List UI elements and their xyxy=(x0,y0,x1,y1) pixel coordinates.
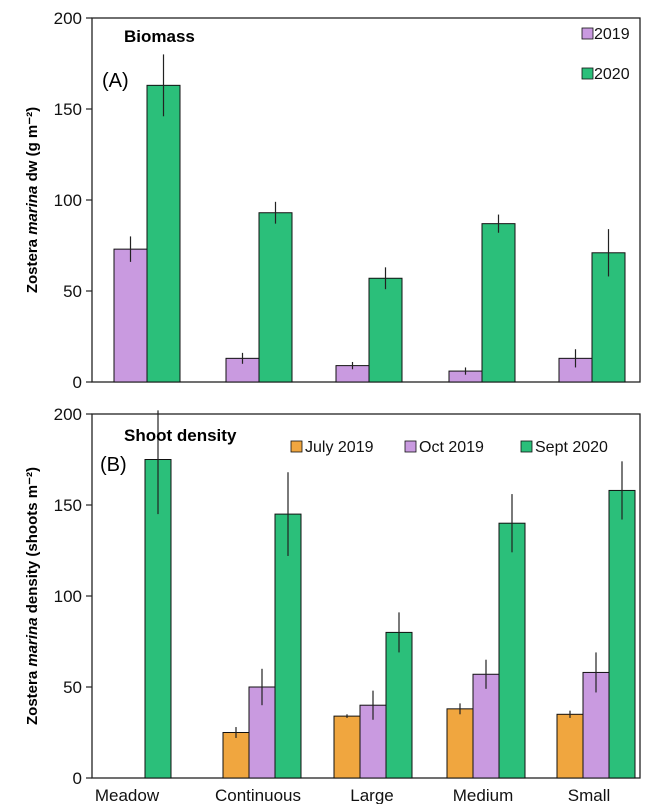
legend-swatch xyxy=(581,67,594,80)
density-y-tick-label: 150 xyxy=(54,496,82,515)
biomass-y-label-part3: dw (g m⁻²) xyxy=(24,107,41,186)
density-y-label-part3: density (shoots m⁻²) xyxy=(24,467,41,617)
x-category-label: Meadow xyxy=(95,786,160,804)
x-axis-categories: Meadow Continuous Large Medium Small xyxy=(95,786,610,804)
biomass-y-label-italic: marina xyxy=(24,186,41,235)
legend-label: Sept 2020 xyxy=(535,439,608,456)
density-bars xyxy=(144,410,636,779)
panel-b-label: (B) xyxy=(100,454,127,476)
legend-label: 2020 xyxy=(594,66,630,83)
legend-swatch xyxy=(581,27,594,40)
biomass-y-tick-label: 0 xyxy=(73,373,82,392)
density-bar xyxy=(472,673,500,779)
density-y-tick-label: 50 xyxy=(63,678,82,697)
legend-swatch xyxy=(290,440,303,453)
x-category-label: Medium xyxy=(453,786,513,804)
x-category-label: Continuous xyxy=(215,786,301,804)
biomass-bar xyxy=(368,277,403,383)
biomass-y-label-part1: Zostera xyxy=(24,235,41,293)
shoot-density-panel: 0 50 100 150 200 Shoot density (B) July 2019… xyxy=(24,405,641,804)
legend-label: July 2019 xyxy=(305,439,374,456)
density-bar xyxy=(222,732,250,779)
density-y-label-italic: marina xyxy=(24,617,41,666)
biomass-y-axis: 0 50 100 150 200 xyxy=(54,9,92,392)
biomass-y-label: Zostera marina dw (g m⁻²) xyxy=(24,107,41,293)
density-y-tick-label: 0 xyxy=(73,769,82,788)
density-title: Shoot density xyxy=(124,426,237,445)
density-bar xyxy=(556,713,584,779)
legend-swatch xyxy=(404,440,417,453)
legend-swatch xyxy=(520,440,533,453)
biomass-y-tick-label: 100 xyxy=(54,191,82,210)
biomass-y-tick-label: 150 xyxy=(54,100,82,119)
density-bar xyxy=(608,489,636,779)
panel-a-label: (A) xyxy=(102,70,129,92)
biomass-bar xyxy=(481,223,516,383)
density-y-tick-label: 100 xyxy=(54,587,82,606)
x-category-label: Small xyxy=(568,786,611,804)
x-category-label: Large xyxy=(350,786,393,804)
biomass-legend: 2019 2020 xyxy=(581,26,630,83)
density-y-axis: 0 50 100 150 200 xyxy=(54,405,92,788)
biomass-bars xyxy=(113,54,626,383)
biomass-y-tick-label: 200 xyxy=(54,9,82,28)
density-bar xyxy=(274,513,302,779)
biomass-bar xyxy=(113,248,148,383)
biomass-panel: 0 50 100 150 200 Biomass (A) 2019 2020 Zoster… xyxy=(24,9,641,392)
density-y-label: Zostera marina density (shoots m⁻²) xyxy=(24,467,41,725)
density-bar xyxy=(333,715,361,779)
density-y-label-part1: Zostera xyxy=(24,667,41,725)
biomass-y-tick-label: 50 xyxy=(63,282,82,301)
biomass-title: Biomass xyxy=(124,27,195,46)
density-bar xyxy=(498,522,526,779)
legend-label: 2019 xyxy=(594,26,630,43)
density-y-tick-label: 200 xyxy=(54,405,82,424)
biomass-bar xyxy=(258,212,293,383)
density-legend: July 2019 Oct 2019 Sept 2020 xyxy=(290,439,608,456)
biomass-bar xyxy=(146,84,181,383)
density-bar xyxy=(446,708,474,779)
legend-label: Oct 2019 xyxy=(419,439,484,456)
density-bar xyxy=(385,631,413,779)
